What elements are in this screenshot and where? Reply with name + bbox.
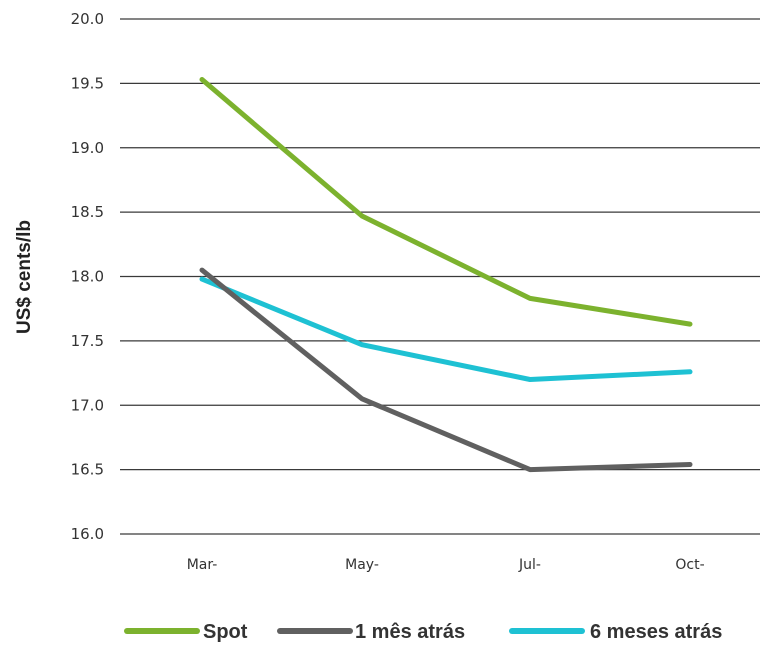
y-tick-label: 16.5	[71, 461, 104, 479]
series-line	[199, 276, 693, 382]
legend-label: 1 mês atrás	[355, 621, 465, 643]
legend-label: Spot	[203, 621, 248, 643]
y-tick-label: 17.0	[71, 396, 104, 414]
y-tick-label: 19.0	[71, 139, 104, 157]
x-tick-label: Mar-	[187, 557, 218, 573]
x-tick-label: Jul-	[518, 557, 541, 573]
y-tick-label: 18.0	[71, 268, 104, 286]
y-axis-label: US$ cents/lb	[14, 220, 35, 334]
series-lines	[199, 77, 693, 473]
y-tick-label: 19.5	[71, 74, 104, 92]
y-tick-label: 20.0	[71, 10, 104, 28]
x-axis-ticks: Mar- May- Jul- Oct-	[187, 557, 705, 573]
legend-label: 6 meses atrás	[590, 621, 722, 643]
legend: Spot 1 mês atrás 6 meses atrás	[124, 621, 722, 643]
y-tick-label: 17.5	[71, 332, 104, 350]
series-line	[199, 267, 693, 473]
y-tick-label: 16.0	[71, 525, 104, 543]
gridlines	[120, 18, 760, 535]
y-tick-label: 18.5	[71, 203, 104, 221]
series-line	[199, 77, 693, 327]
y-axis-ticks: 20.0 19.5 19.0 18.5 18.0 17.5 17.0 16.5 16.0	[71, 10, 104, 543]
x-tick-label: May-	[345, 557, 379, 573]
x-tick-label: Oct-	[675, 557, 704, 573]
